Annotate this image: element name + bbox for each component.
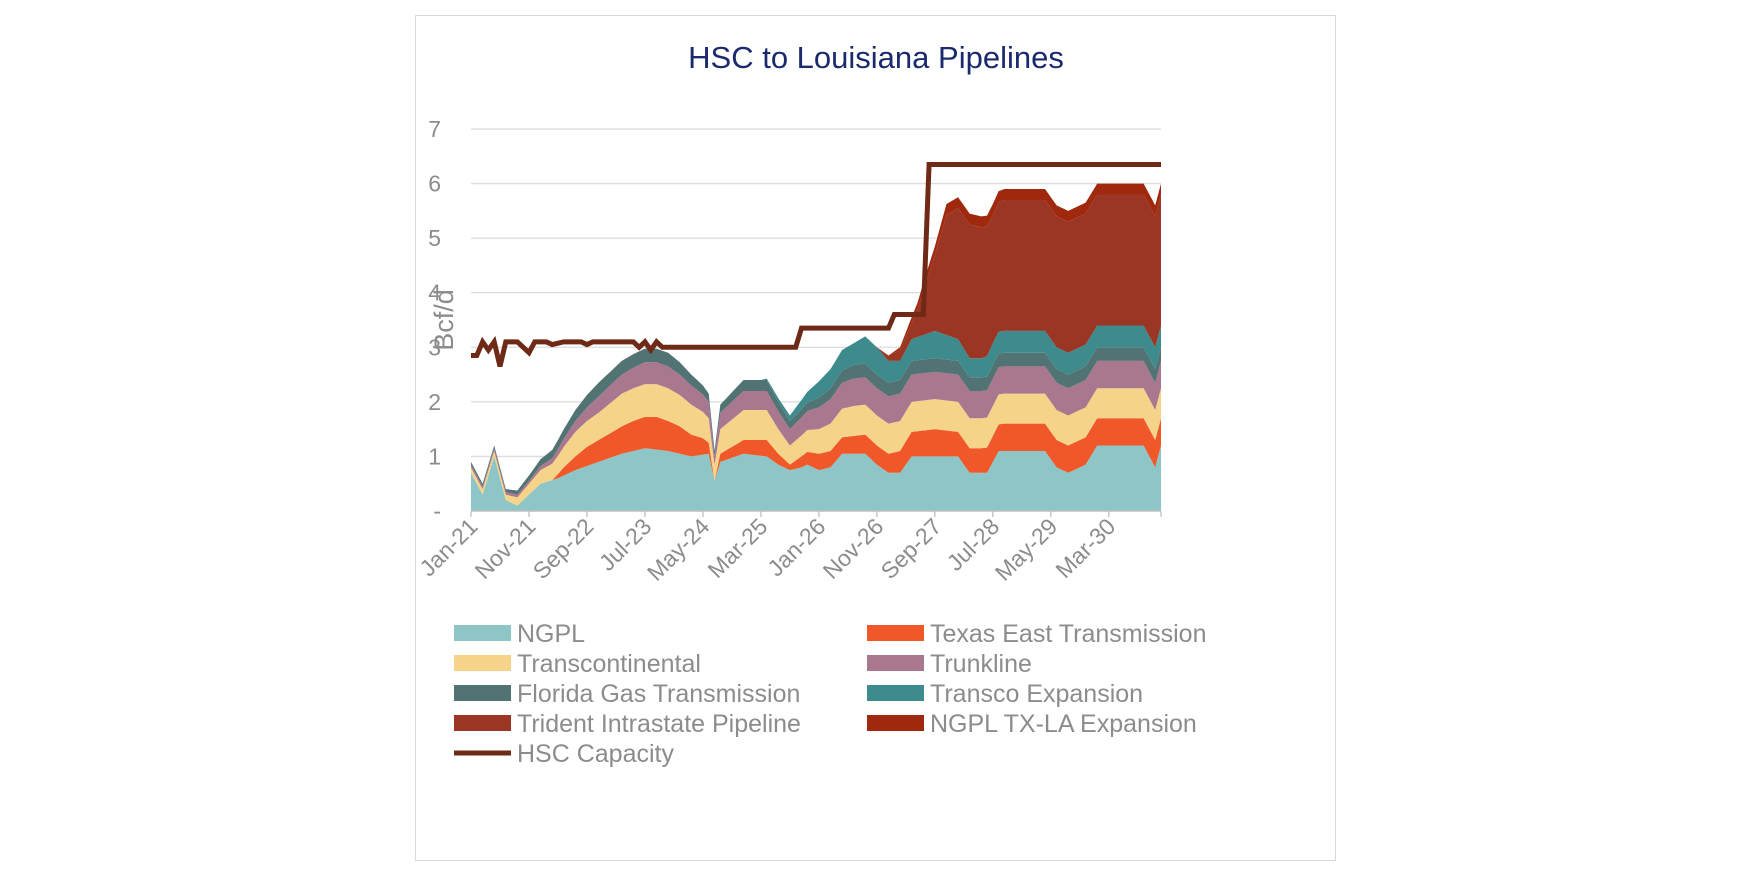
x-tick-label: Mar-25 [703,513,773,583]
legend-label: Texas East Transmission [930,620,1207,648]
legend-label: Trident Intrastate Pipeline [517,710,801,738]
legend-swatch [867,655,924,671]
x-tick-label: Nov-26 [818,513,889,584]
legend-label: NGPL TX-LA Expansion [930,710,1197,738]
legend-label: Trunkline [930,650,1032,678]
area-trunkline [471,360,1161,498]
area-texas-east-transmission [471,416,1161,506]
legend-item-ngpl-tx-la-expansion: NGPL TX-LA Expansion [867,710,1197,738]
area-transcontinental [471,384,1161,506]
legend-item-trunkline: Trunkline [867,650,1032,678]
legend-label: HSC Capacity [517,740,674,768]
x-tick-label: Jan-21 [416,513,483,581]
y-tick-label: 3 [428,334,441,360]
x-tick-label: Sep-27 [876,513,947,584]
y-axis-label: Bcf/d [429,289,459,351]
legend-label: Transcontinental [517,650,701,678]
legend-item-transcontinental: Transcontinental [454,650,701,678]
legend-label: Florida Gas Transmission [517,680,800,708]
y-tick-label: 7 [428,116,441,142]
y-tick-label: 2 [428,389,441,415]
legend-swatch [454,715,511,731]
legend-item-florida-gas-transmission: Florida Gas Transmission [454,680,800,708]
legend-swatch [867,685,924,701]
x-tick-label: Sep-22 [528,513,599,584]
legend-label: Transco Expansion [930,680,1143,708]
chart-title: HSC to Louisiana Pipelines [688,40,1064,75]
legend-label: NGPL [517,620,585,648]
area-trident-intrastate-pipeline [471,194,1161,491]
capacity-series [471,161,1161,367]
legend-swatch [867,715,924,731]
legend-swatch [454,655,511,671]
y-tick-label: - [433,498,441,524]
legend-swatch [454,685,511,701]
y-tick-label: 5 [428,225,441,251]
chart-svg: HSC to Louisiana Pipelines - 1 2 3 4 5 6 7 Bcf/d… [416,40,1207,768]
line-hsc-capacity [471,161,1161,367]
legend-item-trident-intrastate-pipeline: Trident Intrastate Pipeline [454,710,801,738]
y-tick-label: 4 [428,280,441,306]
legend-item-texas-east-transmission: Texas East Transmission [867,620,1207,648]
y-tick-label: 1 [428,443,441,469]
area-transco-expansion [471,325,1161,491]
legend-item-ngpl: NGPL [454,620,585,648]
area-florida-gas-transmission [471,347,1161,495]
x-tick-label: May-29 [990,513,1063,586]
legend-swatch [454,625,511,641]
legend-item-transco-expansion: Transco Expansion [867,680,1143,708]
legend: NGPL Texas East Transmission Transcontinen… [454,620,1207,768]
area-series [471,183,1161,511]
legend-item-hsc-capacity: HSC Capacity [454,740,674,768]
x-tick-label: Jan-26 [762,513,830,581]
chart-frame: HSC to Louisiana Pipelines - 1 2 3 4 5 6 7 Bcf/d… [415,15,1336,861]
x-tick-label: Nov-21 [470,513,541,584]
area-ngpl [471,445,1161,511]
x-tick-label: Mar-30 [1050,513,1120,583]
y-tick-label: 6 [428,171,441,197]
x-tick-label: May-24 [642,513,715,586]
legend-swatch [867,625,924,641]
